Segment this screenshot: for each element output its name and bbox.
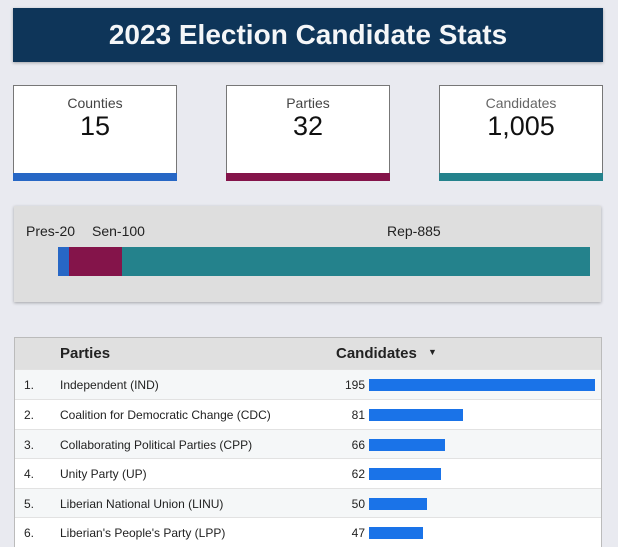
candidate-breakdown-chart: Pres-20 Sen-100 Rep-885	[14, 206, 601, 302]
row-candidates: 47	[351, 526, 365, 540]
row-party: Independent (IND)	[60, 378, 159, 392]
row-candidates: 66	[351, 438, 365, 452]
row-rank: 2.	[24, 408, 35, 422]
row-candidates-bar	[369, 527, 424, 539]
segment-bar-pres[interactable]	[58, 247, 69, 276]
row-candidates-bar	[369, 468, 441, 480]
scorecard-counties: Counties 15	[13, 85, 177, 181]
scorecard-strip	[439, 173, 603, 181]
header-parties[interactable]: Parties	[60, 345, 111, 362]
scorecard-value: 15	[79, 111, 111, 141]
table-row[interactable]: 6. Liberian's People's Party (LPP) 47	[15, 517, 601, 547]
row-candidates-bar	[369, 439, 446, 451]
segment-bar-sen[interactable]	[68, 247, 122, 276]
row-rank: 6.	[24, 526, 35, 540]
row-rank: 1.	[24, 378, 35, 392]
scorecard-value: 1,005	[487, 111, 555, 141]
row-candidates-bar	[369, 409, 463, 421]
table-header: Parties Candidates ▼	[15, 338, 601, 369]
table-row[interactable]: 4. Unity Party (UP) 62	[15, 458, 601, 488]
table-row[interactable]: 5. Liberian National Union (LINU) 50	[15, 488, 601, 518]
header-candidates[interactable]: Candidates	[336, 345, 417, 362]
row-party: Coalition for Democratic Change (CDC)	[60, 408, 271, 422]
dashboard-title: 2023 Election Candidate Stats	[13, 8, 603, 62]
scorecard-parties: Parties 32	[226, 85, 390, 181]
row-party: Collaborating Political Parties (CPP)	[60, 438, 253, 452]
row-rank: 5.	[24, 497, 35, 511]
row-rank: 4.	[24, 467, 35, 481]
row-party: Liberian National Union (LINU)	[60, 497, 224, 511]
scorecard-candidates: Candidates 1,005	[439, 85, 603, 181]
segment-label-sen: Sen-100	[92, 223, 145, 239]
scorecard-value: 32	[292, 111, 324, 141]
scorecard-label: Parties	[286, 95, 330, 111]
scorecard-label: Counties	[67, 95, 123, 111]
table-row[interactable]: 1. Independent (IND) 195	[15, 369, 601, 399]
parties-table: Parties Candidates ▼ 1. Independent (IND…	[14, 337, 602, 547]
scorecard-strip	[226, 173, 390, 181]
row-rank: 3.	[24, 438, 35, 452]
scorecard-label: Candidates	[485, 95, 557, 111]
row-candidates: 50	[351, 497, 365, 511]
caret-down-icon[interactable]: ▼	[428, 347, 437, 357]
scorecard-strip	[13, 173, 177, 181]
row-party: Liberian's People's Party (LPP)	[60, 526, 226, 540]
table-row[interactable]: 2. Coalition for Democratic Change (CDC)…	[15, 399, 601, 429]
row-candidates: 81	[351, 408, 365, 422]
table-row[interactable]: 3. Collaborating Political Parties (CPP)…	[15, 429, 601, 459]
row-candidates: 62	[351, 467, 365, 481]
row-candidates-bar	[369, 498, 427, 510]
row-party: Unity Party (UP)	[60, 467, 147, 481]
segment-bar-rep[interactable]	[121, 247, 590, 276]
row-candidates: 195	[344, 378, 365, 392]
segment-label-rep: Rep-885	[387, 223, 441, 239]
row-candidates-bar	[369, 379, 595, 391]
segment-label-pres: Pres-20	[26, 223, 76, 239]
